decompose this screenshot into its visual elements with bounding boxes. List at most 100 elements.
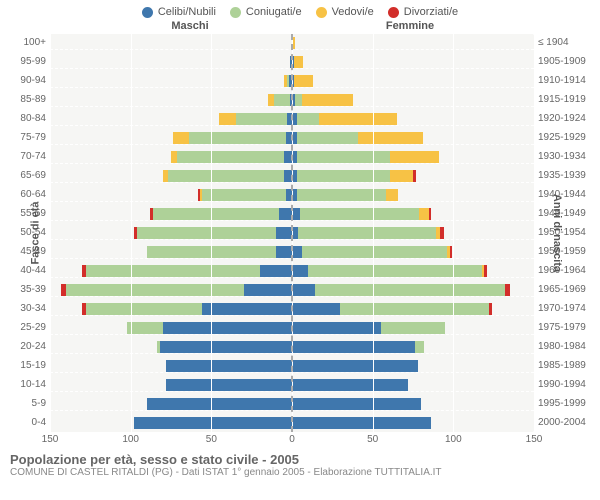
bar-seg (292, 303, 340, 315)
y-tick-age: 10-14 (6, 378, 46, 392)
footer: Popolazione per età, sesso e stato civil… (0, 448, 600, 478)
legend-label: Coniugati/e (246, 6, 302, 18)
female-half (292, 360, 534, 372)
legend-label: Divorziati/e (404, 6, 458, 18)
x-tick: 50 (206, 434, 217, 445)
bar-seg (292, 341, 415, 353)
bar-seg (292, 322, 381, 334)
bar-seg (292, 265, 308, 277)
y-axis-age: 100+95-9990-9485-8980-8475-7970-7465-696… (6, 34, 50, 432)
bar-seg (319, 113, 396, 125)
legend-dot-icon (230, 7, 241, 18)
female-half (292, 303, 534, 315)
bar-seg (153, 208, 279, 220)
bar-seg (202, 189, 286, 201)
male-half (50, 246, 292, 258)
bar-seg (137, 227, 276, 239)
legend-dot-icon (142, 7, 153, 18)
bar-seg (297, 151, 391, 163)
bar-seg (292, 360, 418, 372)
bar-seg (381, 322, 446, 334)
male-half (50, 94, 292, 106)
y-tick-birth: 1975-1979 (538, 321, 594, 335)
y-tick-birth: 1995-1999 (538, 397, 594, 411)
bar-seg (147, 398, 292, 410)
bar-seg (168, 170, 284, 182)
y-tick-birth: 1930-1934 (538, 150, 594, 164)
female-half (292, 284, 534, 296)
bar-seg (276, 227, 292, 239)
male-half (50, 341, 292, 353)
male-half (50, 170, 292, 182)
female-half (292, 398, 534, 410)
y-tick-age: 35-39 (6, 283, 46, 297)
y-tick-age: 0-4 (6, 416, 46, 430)
female-half (292, 246, 534, 258)
male-half (50, 360, 292, 372)
plot (50, 34, 534, 432)
bar-seg (276, 246, 292, 258)
bar-seg (429, 208, 431, 220)
legend-label: Vedovi/e (332, 6, 374, 18)
female-half (292, 37, 534, 49)
y-tick-age: 75-79 (6, 131, 46, 145)
bar-seg (489, 303, 492, 315)
y-tick-age: 90-94 (6, 74, 46, 88)
x-tick: 150 (526, 434, 543, 445)
x-tick: 50 (367, 434, 378, 445)
bar-seg (415, 341, 425, 353)
bar-seg (302, 94, 354, 106)
male-half (50, 189, 292, 201)
legend-label: Celibi/Nubili (158, 6, 216, 18)
bar-seg (66, 284, 243, 296)
gender-labels: Maschi Femmine (0, 20, 600, 34)
bar-seg (202, 303, 292, 315)
y-tick-age: 20-24 (6, 340, 46, 354)
y-tick-age: 85-89 (6, 93, 46, 107)
male-half (50, 417, 292, 429)
bar-seg (294, 56, 304, 68)
y-tick-age: 95-99 (6, 55, 46, 69)
female-label: Femmine (300, 20, 520, 32)
x-axis: 15010050050100150 (6, 434, 594, 448)
legend-item: Vedovi/e (316, 6, 374, 18)
gridline (534, 34, 535, 432)
bar-seg (390, 170, 413, 182)
gridline (373, 34, 374, 432)
male-half (50, 56, 292, 68)
y-tick-birth: 1980-1984 (538, 340, 594, 354)
gridline (453, 34, 454, 432)
bar-seg (297, 170, 391, 182)
bar-seg (86, 303, 202, 315)
legend-item: Coniugati/e (230, 6, 302, 18)
male-half (50, 75, 292, 87)
y-tick-age: 40-44 (6, 264, 46, 278)
female-half (292, 265, 534, 277)
bar-seg (419, 208, 429, 220)
x-tick: 100 (445, 434, 462, 445)
bar-seg (134, 417, 292, 429)
male-label: Maschi (80, 20, 300, 32)
legend: Celibi/Nubili Coniugati/e Vedovi/e Divorzia… (0, 0, 600, 20)
x-tick: 150 (42, 434, 59, 445)
bar-seg (298, 227, 435, 239)
bar-seg (260, 265, 292, 277)
male-half (50, 208, 292, 220)
male-half (50, 379, 292, 391)
bar-seg (244, 284, 292, 296)
bar-seg (127, 322, 162, 334)
bar-seg (292, 417, 431, 429)
bar-seg (163, 322, 292, 334)
y-tick-age: 65-69 (6, 169, 46, 183)
bar-seg (274, 94, 290, 106)
bar-seg (86, 265, 260, 277)
bar-seg (292, 208, 300, 220)
bar-seg (294, 75, 313, 87)
y-tick-birth: 1915-1919 (538, 93, 594, 107)
y-tick-age: 70-74 (6, 150, 46, 164)
male-half (50, 151, 292, 163)
x-tick: 0 (289, 434, 295, 445)
footer-sub: COMUNE DI CASTEL RITALDI (PG) - Dati IST… (10, 467, 590, 478)
y-tick-birth: 1940-1944 (538, 188, 594, 202)
female-half (292, 151, 534, 163)
